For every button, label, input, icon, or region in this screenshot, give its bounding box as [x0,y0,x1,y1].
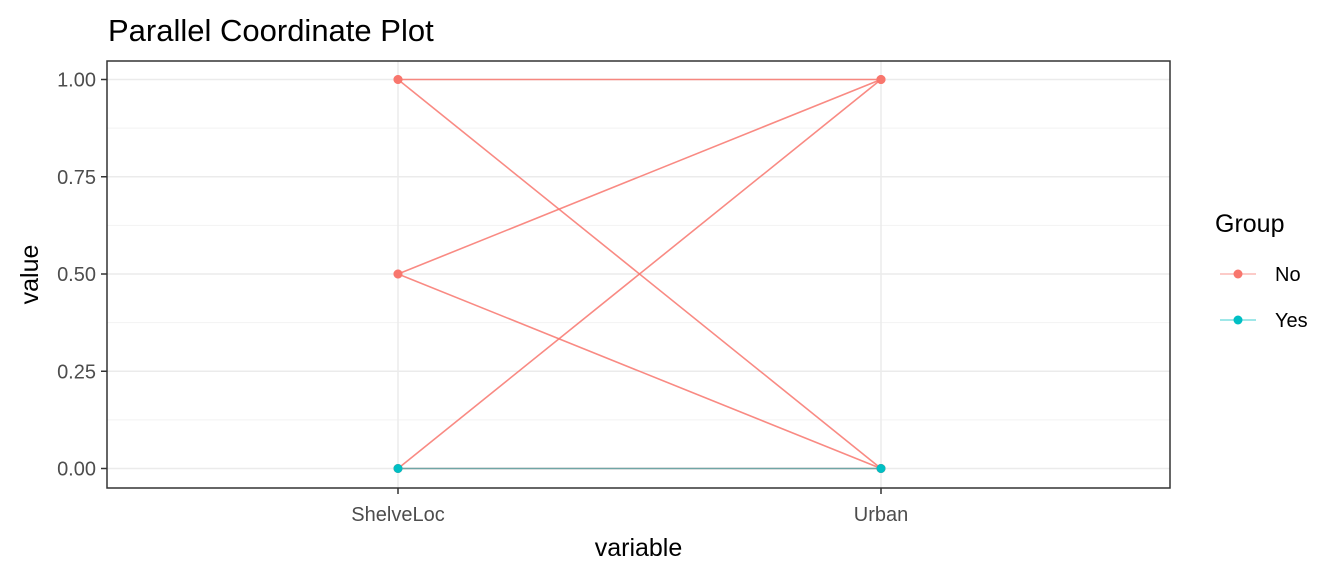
legend: Group No Yes [1215,210,1308,332]
series-line-no [397,78,882,275]
chart-title: Parallel Coordinate Plot [108,13,434,48]
y-tick-label: 1.00 [57,70,96,92]
legend-title: Group [1215,210,1284,238]
legend-key-point [1233,315,1243,325]
y-axis: 0.00 0.25 0.50 0.75 1.00 [57,70,107,481]
y-tick-label: 0.25 [57,361,96,383]
data-point-yes [393,464,403,473]
series-line-no [397,78,882,470]
plot-area [106,60,1171,489]
series-points [393,75,886,473]
data-point-no [393,269,403,279]
y-tick-label: 0.00 [57,459,96,481]
series-line-no [397,273,882,470]
y-tick-label: 0.75 [57,167,96,189]
data-point-no [876,75,886,84]
data-point-yes [876,464,886,473]
y-axis-title: value [16,245,44,305]
grid-minor [107,127,1170,421]
legend-label: Yes [1275,310,1308,332]
legend-label: No [1275,264,1301,286]
x-axis: ShelveLoc Urban [351,488,908,526]
y-tick-label: 0.50 [57,264,96,286]
x-tick-label: ShelveLoc [351,504,444,526]
legend-key-point [1233,269,1243,279]
series-lines [397,78,882,470]
data-point-no [393,75,403,84]
x-axis-title: variable [595,534,683,562]
x-tick-label: Urban [854,504,908,526]
